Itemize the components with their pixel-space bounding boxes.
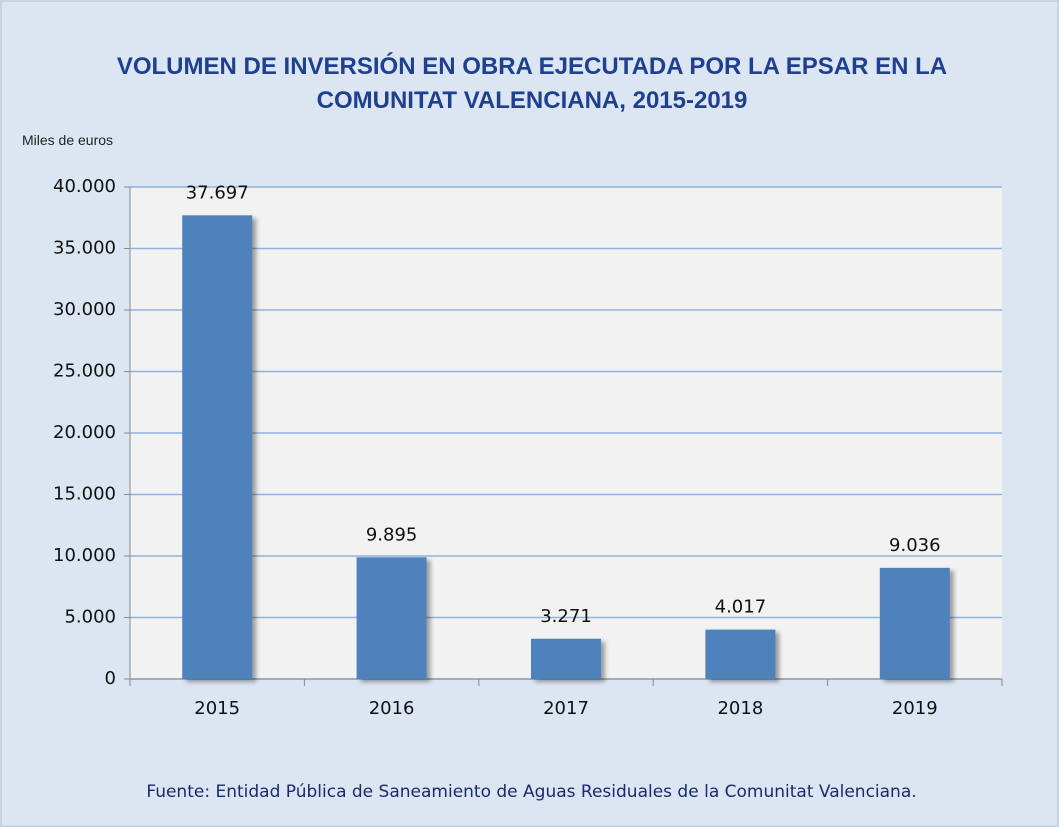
bar: [356, 557, 427, 679]
y-tick-label: 30.000: [53, 299, 116, 320]
y-tick-label: 35.000: [53, 238, 116, 259]
y-tick-label: 10.000: [53, 545, 116, 566]
x-tick-label: 2016: [369, 698, 415, 719]
x-tick-label: 2015: [194, 698, 240, 719]
y-tick-label: 0: [105, 668, 116, 689]
data-label: 3.271: [540, 606, 592, 627]
y-tick-label: 15.000: [53, 484, 116, 505]
x-tick-label: 2018: [717, 698, 763, 719]
bar: [705, 629, 776, 679]
bar: [531, 638, 601, 679]
data-label: 9.036: [889, 535, 941, 556]
data-label: 37.697: [186, 182, 249, 203]
y-axis-label: Miles de euros: [22, 132, 114, 148]
bar: [182, 215, 253, 679]
y-tick-label: 25.000: [53, 361, 116, 382]
y-tick-label: 40.000: [53, 176, 116, 197]
bar: [879, 567, 950, 679]
data-label: 4.017: [715, 597, 767, 618]
x-tick-label: 2019: [892, 698, 938, 719]
data-label: 9.895: [366, 524, 418, 545]
source-note: Fuente: Entidad Pública de Saneamiento d…: [146, 782, 917, 802]
y-tick-label: 20.000: [53, 422, 116, 443]
chart-title: VOLUMEN DE INVERSIÓN EN OBRA EJECUTADA P…: [116, 53, 948, 114]
y-tick-label: 5.000: [64, 607, 116, 628]
x-tick-label: 2017: [543, 698, 589, 719]
